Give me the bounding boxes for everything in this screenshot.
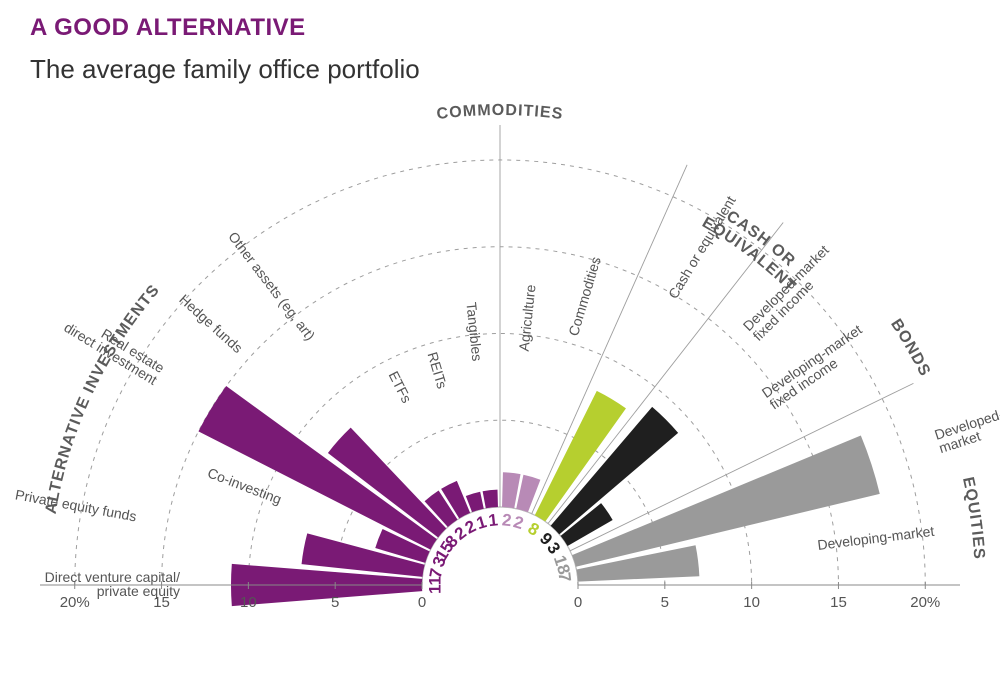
slice-label: Agriculture <box>515 284 538 352</box>
axis-label: 20% <box>910 594 940 611</box>
axis-label: 5 <box>661 594 669 611</box>
axis-label: 0 <box>418 594 426 611</box>
slice-label: Tangibles <box>464 301 486 362</box>
axis-label: 0 <box>574 594 582 611</box>
value-label: 8 <box>525 519 543 540</box>
bar-com <box>516 475 540 512</box>
page: A GOOD ALTERNATIVE The average family of… <box>0 0 1000 677</box>
group-label: COMMODITIES <box>436 102 565 123</box>
slice-label: ETFs <box>386 368 415 405</box>
slice-label: REITs <box>425 350 451 390</box>
group-label: BONDS <box>887 316 933 379</box>
slice-label: Developing-marketfixed income <box>759 321 873 412</box>
axis-label: 10 <box>743 594 760 611</box>
slice-label: Hedge funds <box>176 291 246 356</box>
slice-label: Developing-market <box>816 522 935 552</box>
value-label: 7 <box>555 571 575 583</box>
value-label: 1 <box>488 510 499 530</box>
axis-label: 5 <box>331 594 339 611</box>
slice-label: Co-investing <box>206 464 284 507</box>
value-label: 2 <box>501 510 512 530</box>
slice-label: Cash or equivalent <box>665 193 739 301</box>
slice-label: Commodities <box>565 255 604 338</box>
slice-label: Other assets (eg, art) <box>225 228 318 343</box>
group-label: ALTERNATIVE INVESTMENTS <box>43 281 164 515</box>
axis-label: 15 <box>830 594 847 611</box>
axis-label: 15 <box>153 594 170 611</box>
axis-label: 10 <box>240 594 257 611</box>
axis-label: 20% <box>60 594 90 611</box>
radial-chart: 11Direct venture capital/private equity7… <box>0 0 1000 677</box>
value-label: 2 <box>511 512 525 533</box>
slice-label: Private equity funds <box>14 486 138 524</box>
bar-alt <box>483 490 498 509</box>
group-label: EQUITIES <box>959 475 987 560</box>
bar-alt <box>198 386 436 550</box>
slice-label: Developed-market <box>932 405 1000 456</box>
